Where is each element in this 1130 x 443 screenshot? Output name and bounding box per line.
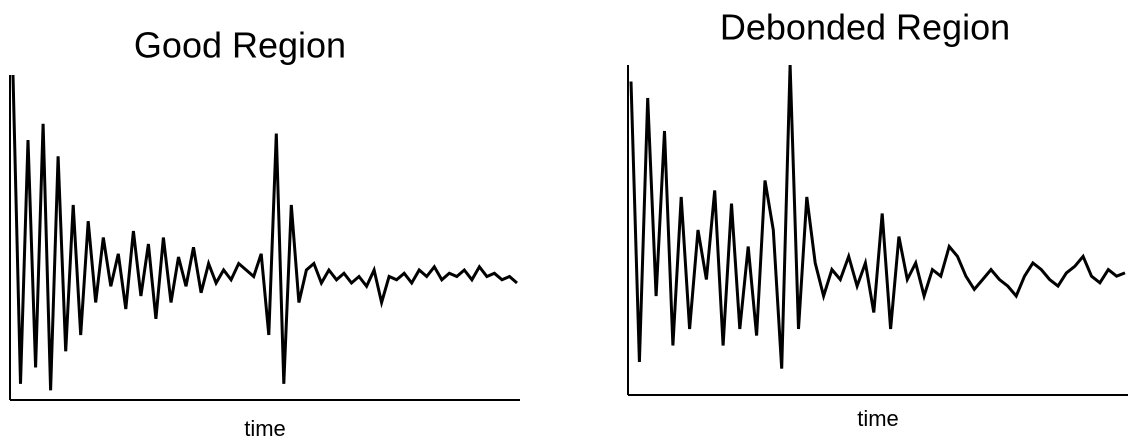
- signal-line: [11, 74, 518, 391]
- chart-title: Debonded Region: [720, 7, 1010, 48]
- x-axis-label: time: [244, 416, 286, 441]
- signal-line: [629, 64, 1126, 369]
- x-axis-label: time: [857, 406, 899, 431]
- chart-title: Good Region: [134, 25, 346, 66]
